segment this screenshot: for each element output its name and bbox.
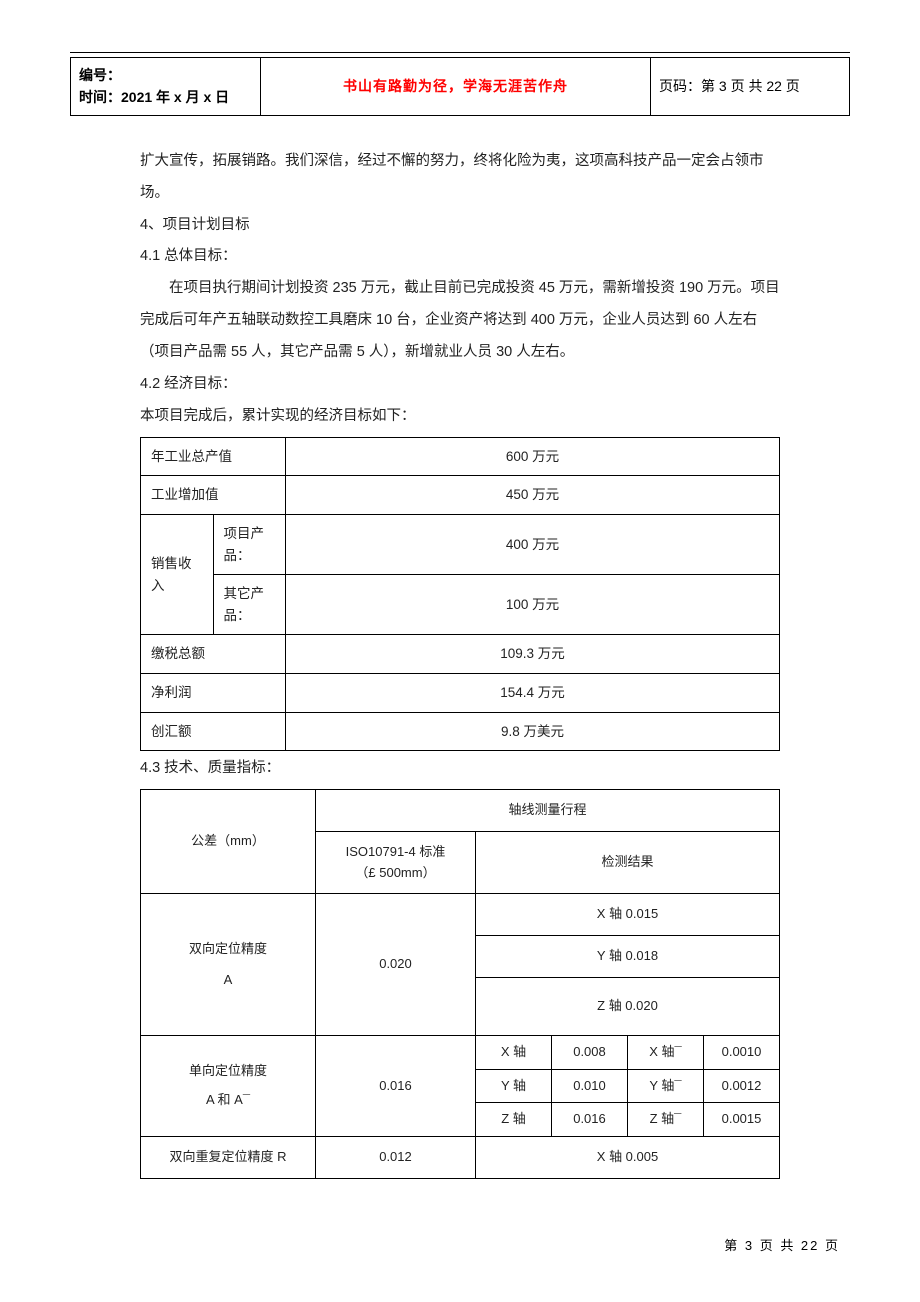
bi-label-l2: A	[147, 970, 309, 991]
table-row: 双向定位精度 A 0.020 X 轴 0.015	[141, 894, 780, 936]
bi-label-l1: 双向定位精度	[147, 939, 309, 960]
rep-res: X 轴 0.005	[476, 1137, 780, 1179]
top-rule	[70, 52, 850, 53]
uni-y-v: 0.010	[552, 1069, 628, 1103]
th-iso-l2: （£ 500mm）	[322, 863, 469, 884]
table-row: 公差（mm） 轴线测量行程	[141, 790, 780, 832]
econ-value: 109.3 万元	[286, 635, 780, 674]
th-iso: ISO10791-4 标准 （£ 500mm）	[316, 831, 476, 894]
uni-label-l1: 单向定位精度	[147, 1061, 309, 1082]
uni-label: 单向定位精度 A 和 A¯	[141, 1035, 316, 1136]
section-4: 4、项目计划目标	[140, 210, 780, 242]
uni-z-ax: Z 轴	[476, 1103, 552, 1137]
uni-label-l2: A 和 A¯	[147, 1090, 309, 1111]
uni-x-ax2: X 轴¯	[628, 1035, 704, 1069]
table-row: 销售收入 项目产品： 400 万元	[141, 514, 780, 574]
spacer	[147, 1082, 309, 1090]
econ-label: 净利润	[141, 673, 286, 712]
table-row: 双向重复定位精度 R 0.012 X 轴 0.005	[141, 1137, 780, 1179]
econ-value: 600 万元	[286, 437, 780, 476]
econ-label: 年工业总产值	[141, 437, 286, 476]
uni-y-ax: Y 轴	[476, 1069, 552, 1103]
table-row: 工业增加值 450 万元	[141, 476, 780, 515]
header-date: 时间：2021 年 x 月 x 日	[79, 86, 252, 108]
th-travel: 轴线测量行程	[316, 790, 780, 832]
header-table: 编号： 时间：2021 年 x 月 x 日 书山有路勤为径，学海无涯苦作舟 页码…	[70, 57, 850, 116]
uni-y-ax2: Y 轴¯	[628, 1069, 704, 1103]
table-row: 其它产品： 100 万元	[141, 575, 780, 635]
bi-label: 双向定位精度 A	[141, 894, 316, 1035]
tech-table: 公差（mm） 轴线测量行程 ISO10791-4 标准 （£ 500mm） 检测…	[140, 789, 780, 1179]
body-text: 扩大宣传，拓展销路。我们深信，经过不懈的努力，终将化险为夷，这项高科技产品一定会…	[70, 116, 850, 1179]
econ-label: 缴税总额	[141, 635, 286, 674]
table-row: 年工业总产值 600 万元	[141, 437, 780, 476]
page-container: 编号： 时间：2021 年 x 月 x 日 书山有路勤为径，学海无涯苦作舟 页码…	[0, 0, 920, 1219]
econ-label: 工业增加值	[141, 476, 286, 515]
rep-std: 0.012	[316, 1137, 476, 1179]
econ-sublabel: 项目产品：	[213, 514, 286, 574]
uni-z-ax2: Z 轴¯	[628, 1103, 704, 1137]
paragraph-intro: 扩大宣传，拓展销路。我们深信，经过不懈的努力，终将化险为夷，这项高科技产品一定会…	[140, 146, 780, 210]
section-4-2: 4.2 经济目标：	[140, 369, 780, 401]
bi-std: 0.020	[316, 894, 476, 1035]
th-result: 检测结果	[476, 831, 780, 894]
table-row: 单向定位精度 A 和 A¯ 0.016 X 轴 0.008 X 轴¯ 0.001…	[141, 1035, 780, 1069]
bi-z: Z 轴 0.020	[476, 978, 780, 1036]
econ-value: 100 万元	[286, 575, 780, 635]
uni-z-v2: 0.0015	[704, 1103, 780, 1137]
econ-value: 450 万元	[286, 476, 780, 515]
paragraph-4-2: 本项目完成后，累计实现的经济目标如下：	[140, 401, 780, 433]
econ-label: 销售收入	[141, 514, 214, 634]
table-row: 净利润 154.4 万元	[141, 673, 780, 712]
uni-y-v2: 0.0012	[704, 1069, 780, 1103]
footer-page: 第 3 页 共 22 页	[724, 1235, 840, 1254]
rep-label: 双向重复定位精度 R	[141, 1137, 316, 1179]
uni-x-v: 0.008	[552, 1035, 628, 1069]
header-motto: 书山有路勤为径，学海无涯苦作舟	[261, 58, 651, 116]
uni-z-v: 0.016	[552, 1103, 628, 1137]
uni-std: 0.016	[316, 1035, 476, 1136]
econ-label: 创汇额	[141, 712, 286, 751]
econ-value: 400 万元	[286, 514, 780, 574]
header-bianhao: 编号：	[79, 64, 252, 86]
uni-x-v2: 0.0010	[704, 1035, 780, 1069]
table-row: 缴税总额 109.3 万元	[141, 635, 780, 674]
econ-sublabel: 其它产品：	[213, 575, 286, 635]
econ-value: 154.4 万元	[286, 673, 780, 712]
paragraph-4-1: 在项目执行期间计划投资 235 万元，截止目前已完成投资 45 万元，需新增投资…	[140, 273, 780, 369]
spacer	[147, 960, 309, 970]
header-page: 页码：第 3 页 共 22 页	[651, 58, 850, 116]
econ-value: 9.8 万美元	[286, 712, 780, 751]
header-left-cell: 编号： 时间：2021 年 x 月 x 日	[71, 58, 261, 116]
th-tolerance: 公差（mm）	[141, 790, 316, 894]
section-4-3: 4.3 技术、质量指标：	[140, 753, 780, 785]
section-4-1: 4.1 总体目标：	[140, 241, 780, 273]
uni-x-ax: X 轴	[476, 1035, 552, 1069]
table-row: 创汇额 9.8 万美元	[141, 712, 780, 751]
economy-table: 年工业总产值 600 万元 工业增加值 450 万元 销售收入 项目产品： 40…	[140, 437, 780, 751]
bi-x: X 轴 0.015	[476, 894, 780, 936]
th-iso-l1: ISO10791-4 标准	[322, 842, 469, 863]
bi-y: Y 轴 0.018	[476, 936, 780, 978]
